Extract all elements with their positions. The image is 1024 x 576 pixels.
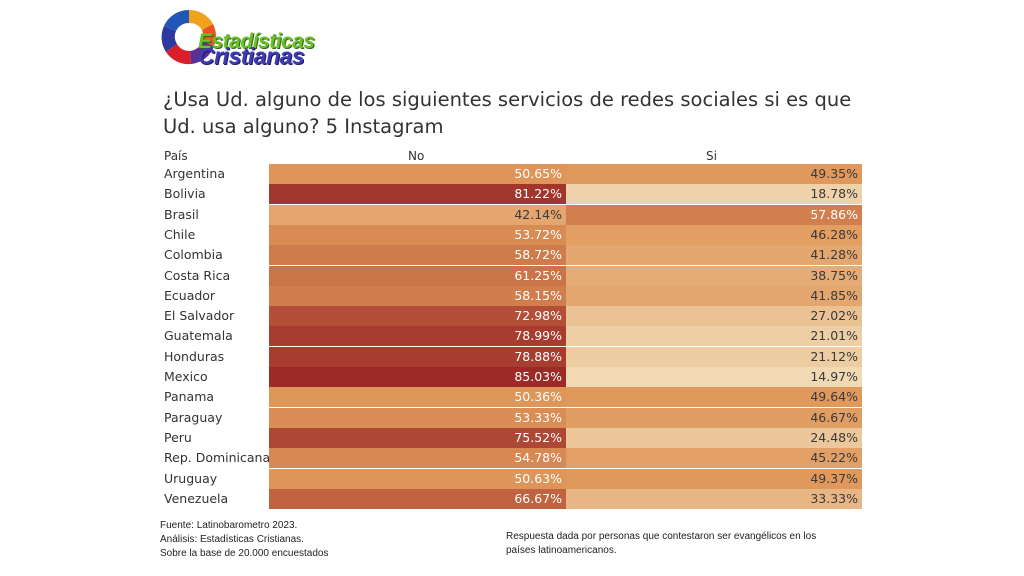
chart-title: ¿Usa Ud. alguno de los siguientes servic… — [163, 88, 852, 138]
table-row: Chile 53.72% 46.28% — [160, 224, 862, 245]
cell-no: 85.03% — [269, 367, 566, 387]
row-separator — [160, 509, 862, 511]
cell-si: 14.97% — [566, 367, 862, 387]
cell-si: 45.22% — [566, 448, 862, 469]
cell-si: 57.86% — [566, 204, 862, 225]
cell-si: 24.48% — [566, 427, 862, 448]
cell-no: 66.67% — [269, 488, 566, 509]
footer-base-line: Sobre la base de 20.000 encuestados — [160, 548, 329, 559]
cell-no: 72.98% — [269, 306, 566, 327]
country-label: Paraguay — [164, 409, 223, 425]
footer-source-line: Fuente: Latinobarometro 2023. — [160, 520, 298, 531]
footer-note-line: Respuesta dada por personas que contesta… — [506, 531, 817, 542]
country-label: Costa Rica — [164, 267, 231, 283]
table-row: Bolivia 81.22% 18.78% — [160, 184, 862, 205]
cell-no: 81.22% — [269, 184, 566, 205]
cell-no: 78.88% — [269, 346, 566, 367]
table-row: Rep. Dominicana 54.78% 45.22% — [160, 448, 862, 469]
table-row: Guatemala 78.99% 21.01% — [160, 326, 862, 347]
cell-no: 78.99% — [269, 326, 566, 347]
table-row: Uruguay 50.63% 49.37% — [160, 468, 862, 489]
country-label: Panama — [164, 389, 215, 405]
country-label: Guatemala — [164, 328, 233, 344]
table-row: El Salvador 72.98% 27.02% — [160, 306, 862, 327]
cell-si: 46.67% — [566, 407, 862, 428]
country-label: Bolivia — [164, 186, 206, 202]
table-row: Honduras 78.88% 21.12% — [160, 346, 862, 367]
cell-no: 50.65% — [269, 164, 566, 184]
country-label: Colombia — [164, 247, 223, 263]
footer-note: Respuesta dada por personas que contesta… — [506, 530, 816, 558]
cell-si: 21.12% — [566, 346, 862, 367]
country-label: Chile — [164, 226, 196, 242]
cell-no: 53.33% — [269, 407, 566, 428]
table-row: Mexico 85.03% 14.97% — [160, 367, 862, 387]
cell-si: 49.35% — [566, 164, 862, 184]
cell-si: 33.33% — [566, 488, 862, 509]
cell-no: 50.63% — [269, 468, 566, 489]
country-label: Brasil — [164, 206, 199, 222]
cell-si: 49.64% — [566, 387, 862, 408]
table-row: Colombia 58.72% 41.28% — [160, 245, 862, 266]
cell-si: 21.01% — [566, 326, 862, 347]
country-label: Uruguay — [164, 470, 218, 486]
cell-no: 61.25% — [269, 265, 566, 286]
footer-analysis-line: Análisis: Estadísticas Cristianas. — [160, 534, 304, 545]
footer-source: Fuente: Latinobarometro 2023. Análisis: … — [160, 519, 328, 561]
row-header-label: País — [164, 149, 188, 163]
country-label: Mexico — [164, 369, 208, 384]
table-row: Argentina 50.65% 49.35% — [160, 164, 862, 184]
cell-si: 41.28% — [566, 245, 862, 266]
cell-si: 27.02% — [566, 306, 862, 327]
cell-si: 38.75% — [566, 265, 862, 286]
logo-ring-icon — [161, 9, 216, 65]
table-row: Panama 50.36% 49.64% — [160, 387, 862, 408]
cell-si: 41.85% — [566, 285, 862, 306]
cell-no: 53.72% — [269, 224, 566, 245]
cell-si: 18.78% — [566, 184, 862, 205]
table-row: Brasil 42.14% 57.86% — [160, 204, 862, 225]
cell-no: 75.52% — [269, 427, 566, 448]
cell-no: 58.15% — [269, 285, 566, 306]
logo: Estadísticas Cristianas — [158, 6, 348, 69]
cell-no: 54.78% — [269, 448, 566, 469]
logo-text-line2: Cristianas — [198, 43, 305, 69]
cell-no: 50.36% — [269, 387, 566, 408]
table-row: Venezuela 66.67% 33.33% — [160, 488, 862, 509]
cell-si: 49.37% — [566, 468, 862, 489]
column-header-si: Si — [706, 149, 717, 163]
country-label: El Salvador — [164, 308, 235, 324]
table-row: Costa Rica 61.25% 38.75% — [160, 265, 862, 286]
column-header-no: No — [408, 149, 425, 163]
cell-si: 46.28% — [566, 224, 862, 245]
cell-no: 58.72% — [269, 245, 566, 266]
table-row: Peru 75.52% 24.48% — [160, 427, 862, 448]
country-label: Argentina — [164, 166, 225, 181]
table-row: Paraguay 53.33% 46.67% — [160, 407, 862, 428]
footer-note-line: países latinoamericanos. — [506, 545, 617, 556]
country-label: Peru — [164, 429, 192, 445]
country-label: Venezuela — [164, 490, 229, 506]
country-label: Honduras — [164, 348, 225, 364]
logo-text-line1: Estadísticas — [198, 30, 315, 53]
cell-no: 42.14% — [269, 204, 566, 225]
country-label: Ecuador — [164, 287, 216, 303]
country-label: Rep. Dominicana — [164, 450, 271, 466]
table-row: Ecuador 58.15% 41.85% — [160, 285, 862, 306]
